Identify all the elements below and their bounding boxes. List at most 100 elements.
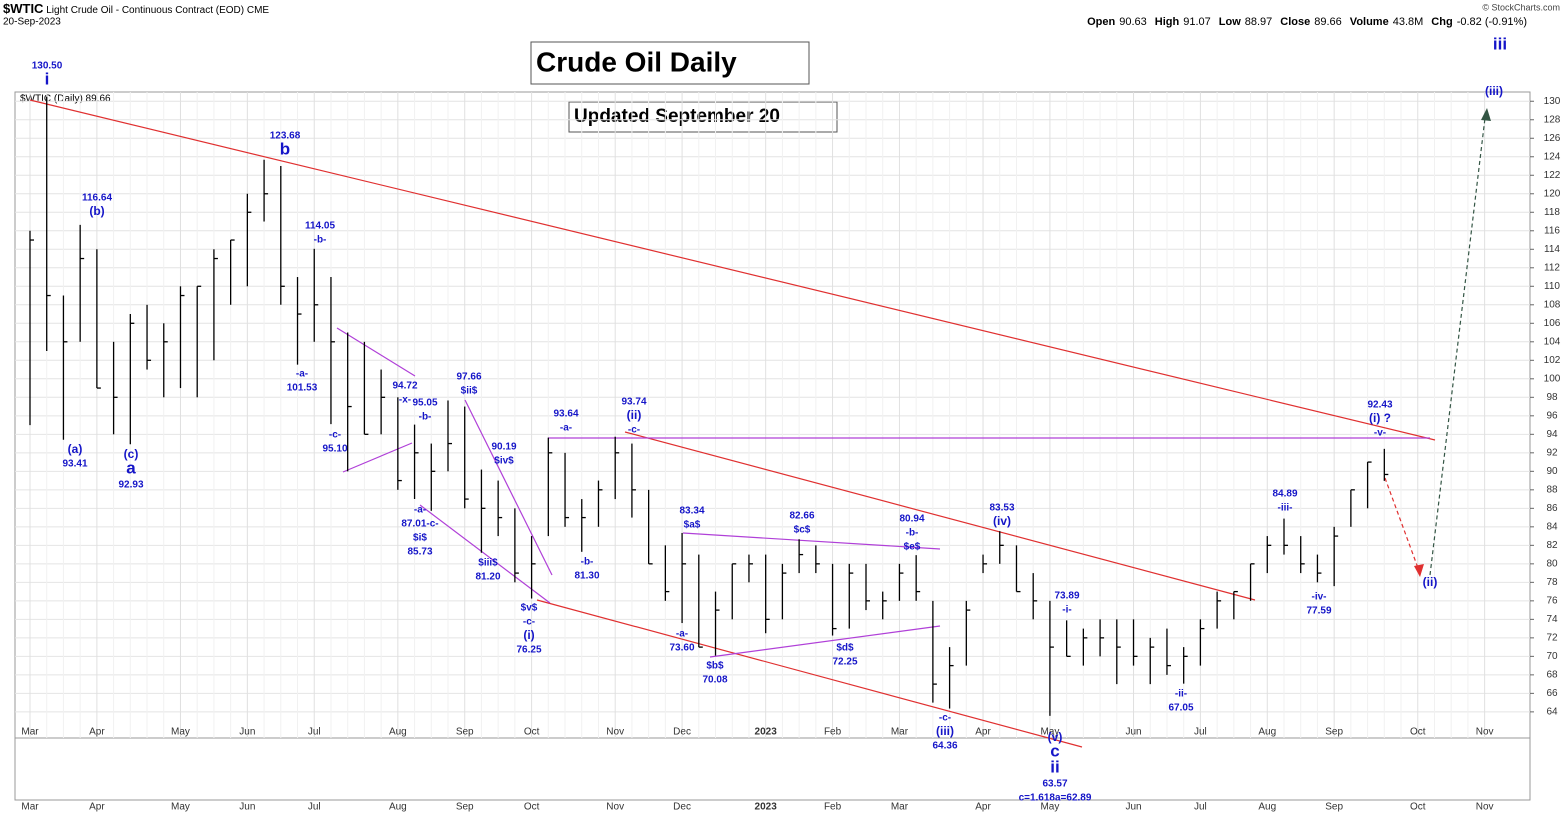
wave-label: (i): [523, 628, 534, 642]
wave-label: 92.43: [1367, 400, 1392, 411]
x-tick-label: Feb: [824, 727, 842, 738]
x-tick-label: Jun: [239, 727, 255, 738]
wave-label: 92.93: [118, 480, 143, 491]
wave-label: (b): [89, 204, 104, 218]
wave-label: 101.53: [287, 383, 318, 394]
x-tick-label: Sep: [456, 727, 474, 738]
x-tick-label: Jun: [1125, 802, 1141, 813]
x-tick-label: Aug: [1258, 727, 1276, 738]
y-tick-label: 80: [1546, 558, 1558, 569]
quote-value: 43.8M: [1393, 16, 1424, 28]
wave-label: 95.10: [322, 444, 347, 455]
x-tick-label: Apr: [975, 727, 991, 738]
y-tick-label: 66: [1546, 688, 1558, 699]
y-tick-label: 78: [1546, 577, 1558, 588]
x-tick-label: Nov: [606, 727, 624, 738]
x-tick-label: Dec: [673, 802, 691, 813]
plot-frame: [14, 91, 1531, 739]
wave-label: $iii$: [478, 558, 498, 569]
wave-label: 77.59: [1306, 606, 1331, 617]
trendline: [624, 431, 1256, 601]
trendline: [29, 99, 1436, 441]
y-tick-label: 74: [1546, 614, 1558, 625]
wave-label: ii: [1050, 757, 1059, 776]
quote: Open 90.63 High 91.07 Low 88.97 Close 89.66 Volu…: [1087, 16, 1527, 28]
date: 20-Sep-2023: [3, 17, 61, 28]
quote-value: 91.07: [1183, 16, 1211, 28]
wave-label: $b$: [706, 661, 724, 672]
arrow-head: [1481, 108, 1491, 121]
instrument-name: Light Crude Oil - Continuous Contract (E…: [46, 5, 244, 16]
trendline: [419, 504, 551, 604]
wave-label: 83.53: [989, 503, 1014, 514]
wave-label: 64.36: [932, 741, 957, 752]
wave-label: 70.08: [702, 675, 727, 686]
y-tick-label: 100: [1544, 373, 1561, 384]
wave-label: -b-: [581, 557, 594, 568]
x-tick-label: Jun: [239, 802, 255, 813]
y-tick-label: 122: [1544, 170, 1561, 181]
quote-label: High: [1155, 16, 1180, 28]
wave-label: 85.73: [407, 547, 432, 558]
wave-label: -a-: [414, 505, 426, 516]
wave-label: a: [126, 458, 136, 477]
wave-label: (iv): [993, 514, 1011, 528]
quote-label: Open: [1087, 16, 1115, 28]
y-tick-label: 94: [1546, 429, 1558, 440]
subtitle-box: [568, 101, 838, 133]
wave-label: 95.05: [412, 398, 437, 409]
wave-label: (iii): [936, 724, 954, 738]
x-tick-label: Jun: [1125, 727, 1141, 738]
quote-value: 90.63: [1119, 16, 1147, 28]
x-tick-label: Sep: [1325, 727, 1343, 738]
x-tick-label: Mar: [21, 802, 39, 813]
trendline: [709, 625, 941, 658]
wave-label: -b-: [314, 235, 327, 246]
legend-entry: $WTIC (Daily) 89.66: [20, 94, 111, 105]
wave-label: -c-: [939, 713, 951, 724]
wave-label: $a$: [684, 520, 701, 531]
trendline: [682, 532, 941, 550]
x-tick-label: 2023: [755, 727, 778, 738]
y-tick-label: 114: [1544, 244, 1560, 255]
wave-label: 82.66: [789, 511, 814, 522]
y-tick-label: 120: [1544, 188, 1561, 199]
wave-label: (c): [124, 447, 139, 461]
wave-label: 73.89: [1054, 591, 1079, 602]
y-tick-label: 88: [1546, 484, 1558, 495]
x-tick-label: Apr: [975, 802, 991, 813]
wave-label: 81.30: [574, 571, 599, 582]
y-tick-label: 84: [1546, 521, 1558, 532]
y-tick-label: 68: [1546, 670, 1558, 681]
x-tick-label: Sep: [1325, 802, 1343, 813]
trendline: [342, 442, 413, 473]
wave-label: $c$: [794, 525, 811, 536]
x-tick-label: Nov: [1476, 802, 1494, 813]
x-tick-label: Nov: [1476, 727, 1494, 738]
x-tick-label: Mar: [891, 727, 909, 738]
wave-label: (i) ?: [1369, 411, 1391, 425]
wave-label: 87.01-c-: [401, 519, 438, 530]
y-tick-label: 112: [1544, 262, 1560, 273]
x-tick-label: Aug: [389, 727, 407, 738]
x-tick-label: May: [171, 802, 190, 813]
y-tick-label: 108: [1544, 299, 1561, 310]
x-tick-label: Apr: [89, 802, 105, 813]
wave-label: -a-: [296, 369, 308, 380]
wave-label: -ii-: [1175, 689, 1187, 700]
wave-label: -c-: [523, 617, 535, 628]
wave-label: 130.50: [32, 61, 63, 72]
x-tick-label: Mar: [21, 727, 39, 738]
lower-panel: [14, 737, 1531, 801]
y-tick-label: 96: [1546, 410, 1558, 421]
wave-label: 76.25: [516, 645, 541, 656]
y-tick-label: 124: [1544, 151, 1561, 162]
wave-label: $i$: [413, 533, 427, 544]
wave-label: (ii): [627, 408, 642, 422]
wave-label: -x-: [399, 395, 411, 406]
trendline: [536, 599, 1083, 748]
trendline: [464, 399, 553, 576]
y-tick-label: 76: [1546, 595, 1558, 606]
x-tick-label: Feb: [824, 802, 842, 813]
trendline: [1429, 117, 1486, 576]
